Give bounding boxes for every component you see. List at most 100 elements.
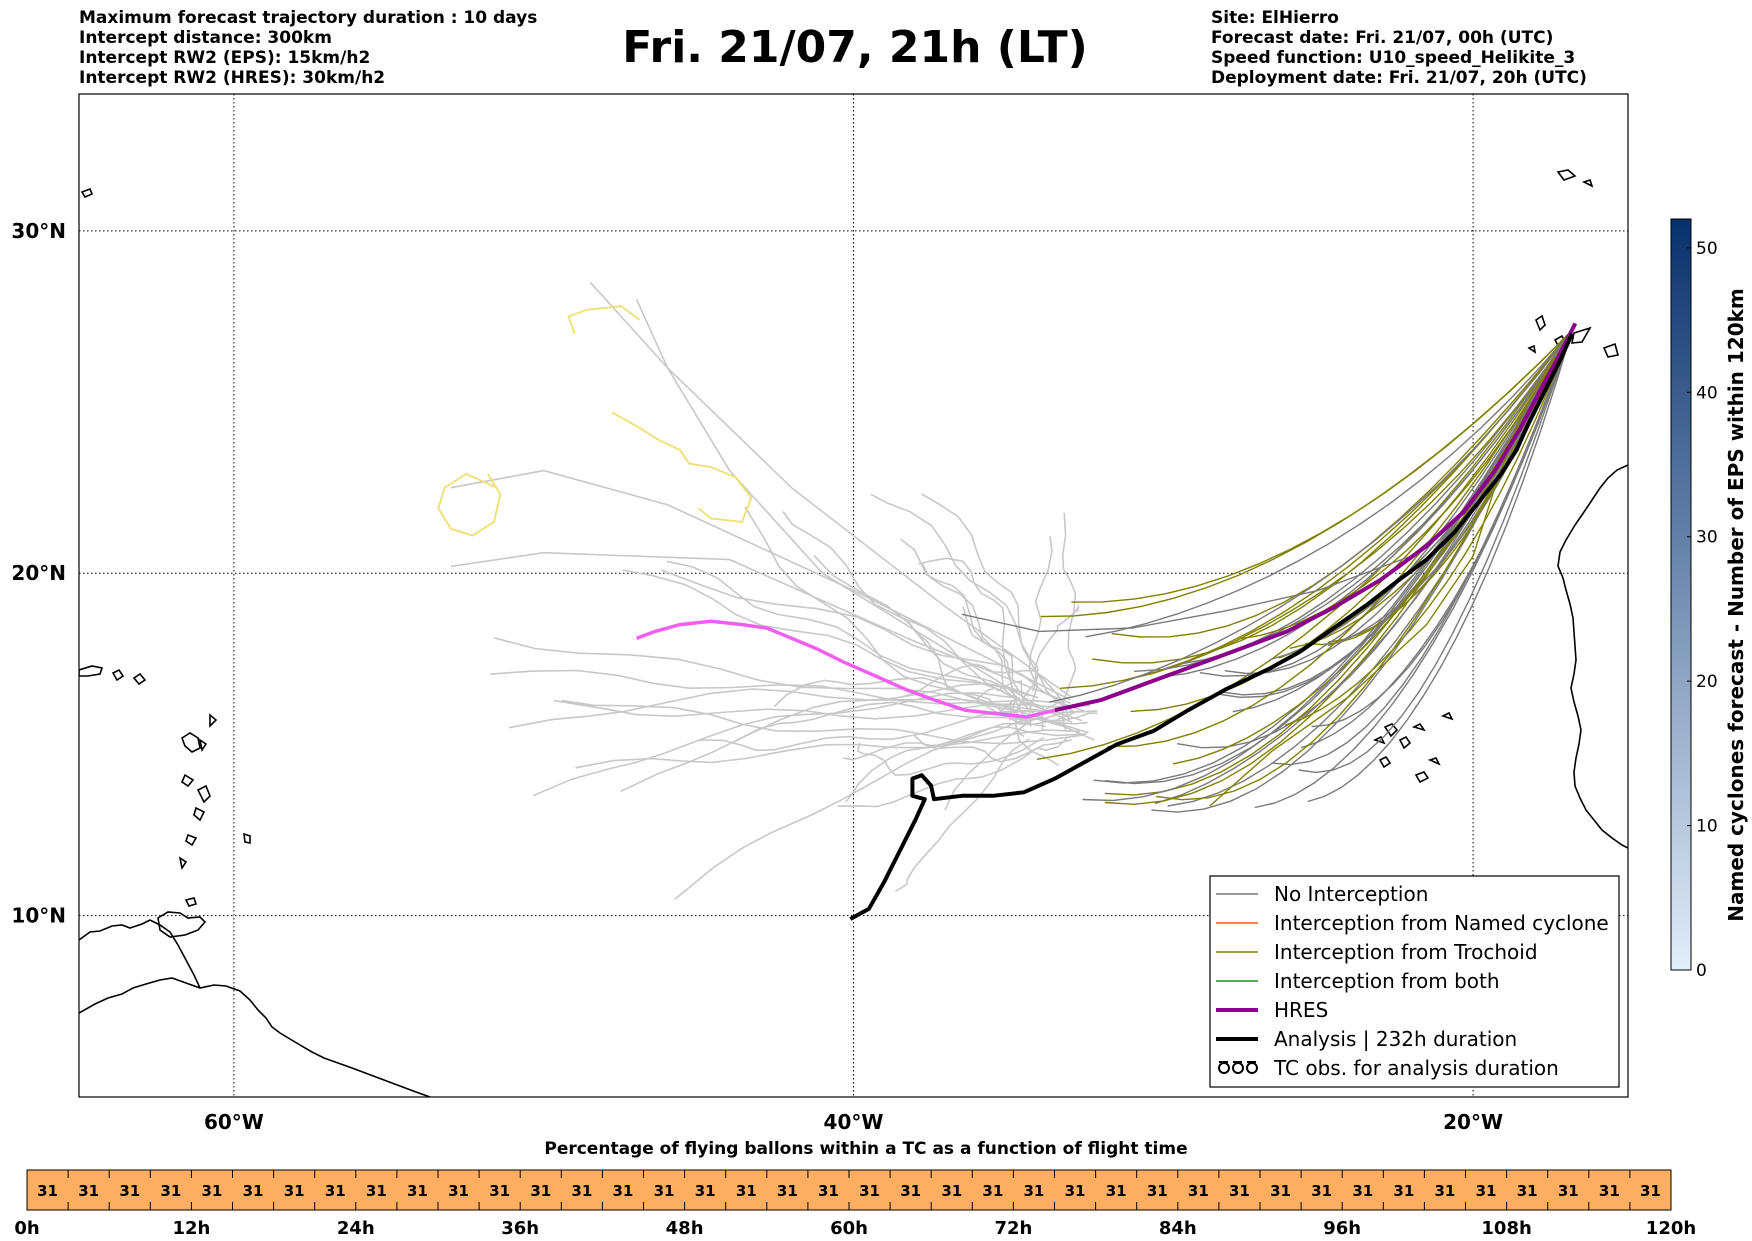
forecast-eps-track bbox=[1104, 329, 1573, 796]
strip-hour-label: 108h bbox=[1481, 1218, 1531, 1239]
strip-hour-label: 48h bbox=[666, 1218, 704, 1239]
strip-hour-label: 0h bbox=[14, 1218, 39, 1239]
past-eps-track bbox=[635, 299, 1040, 708]
forecast-eps-track bbox=[1085, 329, 1573, 638]
strip-value: 31 bbox=[284, 1182, 305, 1200]
graticule bbox=[79, 94, 1628, 1097]
past-eps-track bbox=[575, 729, 1081, 769]
island-azores-west bbox=[80, 187, 94, 199]
past-eps-track bbox=[532, 692, 1013, 797]
legend-box bbox=[1209, 875, 1620, 1088]
strip-value: 31 bbox=[1188, 1182, 1209, 1200]
strip-value: 31 bbox=[1435, 1182, 1456, 1200]
strip-value: 31 bbox=[1476, 1182, 1497, 1200]
lat-tick-label: 30°N bbox=[11, 219, 66, 243]
strip-value: 31 bbox=[366, 1182, 387, 1200]
colorbar-ramp bbox=[1670, 218, 1692, 971]
strip-value: 31 bbox=[1106, 1182, 1127, 1200]
forecast-eps-track bbox=[1271, 329, 1573, 766]
header-info-line: Forecast date: Fri. 21/07, 00h (UTC) bbox=[1211, 28, 1554, 48]
cyclone-eps-track bbox=[567, 305, 641, 334]
island-cape-verde-south bbox=[1414, 711, 1454, 784]
island-madeira bbox=[1556, 169, 1594, 188]
strip-value: 31 bbox=[325, 1182, 346, 1200]
strip-value: 31 bbox=[78, 1182, 99, 1200]
strip-value: 31 bbox=[448, 1182, 469, 1200]
strip-value: 31 bbox=[1270, 1182, 1291, 1200]
legend-label: Analysis | 232h duration bbox=[1274, 1027, 1517, 1051]
colorbar-tick-label: 0 bbox=[1696, 961, 1707, 981]
strip-value: 31 bbox=[654, 1182, 675, 1200]
island-virgin-islands bbox=[111, 668, 147, 686]
tc-percentage-strip: Percentage of flying ballons within a TC… bbox=[14, 1139, 1696, 1239]
header-info-right: Site: ElHierro Forecast date: Fri. 21/07… bbox=[1211, 8, 1587, 88]
strip-value: 31 bbox=[900, 1182, 921, 1200]
lon-tick-label: 40°W bbox=[824, 1110, 884, 1134]
colorbar-tick-label: 10 bbox=[1696, 817, 1718, 837]
strip-value: 31 bbox=[1352, 1182, 1373, 1200]
forecast-eps-track bbox=[1049, 329, 1573, 703]
island-barbados bbox=[243, 832, 251, 844]
strip-value: 31 bbox=[1024, 1182, 1045, 1200]
strip-value: 31 bbox=[1640, 1182, 1661, 1200]
strip-value: 31 bbox=[859, 1182, 880, 1200]
legend-label: Interception from Trochoid bbox=[1274, 940, 1538, 964]
forecast-eps-track bbox=[1036, 329, 1573, 760]
map-frame bbox=[78, 93, 1629, 1098]
strip-title: Percentage of flying ballons within a TC… bbox=[544, 1139, 1187, 1159]
strip-value: 31 bbox=[1229, 1182, 1250, 1200]
past-eps-track bbox=[944, 711, 1098, 811]
coastline-africa bbox=[1557, 464, 1628, 849]
past-eps-track bbox=[666, 560, 1028, 706]
strip-value: 31 bbox=[571, 1182, 592, 1200]
coastline-trinidad bbox=[157, 911, 207, 938]
colorbar-tick-label: 20 bbox=[1696, 672, 1718, 692]
island-cape-verde bbox=[1372, 722, 1426, 769]
strip-value: 31 bbox=[1517, 1182, 1538, 1200]
colorbar-tick-label: 50 bbox=[1696, 239, 1718, 259]
strip-value: 31 bbox=[818, 1182, 839, 1200]
strip-value: 31 bbox=[982, 1182, 1003, 1200]
past-eps-track bbox=[508, 688, 1089, 734]
strip-hour-label: 120h bbox=[1646, 1218, 1696, 1239]
legend-label: HRES bbox=[1274, 998, 1328, 1022]
forecast-eps-track bbox=[1107, 329, 1573, 748]
forecast-eps-track bbox=[1298, 329, 1573, 774]
strip-value: 31 bbox=[160, 1182, 181, 1200]
strip-hour-label: 96h bbox=[1323, 1218, 1361, 1239]
forecast-eps-track bbox=[1307, 329, 1573, 803]
strip-value: 31 bbox=[1393, 1182, 1414, 1200]
header-info-line: Intercept distance: 300km bbox=[79, 28, 332, 48]
header-info-line: Site: ElHierro bbox=[1211, 8, 1339, 28]
forecast-eps-track bbox=[1040, 329, 1573, 618]
header-info-line: Maximum forecast trajectory duration : 1… bbox=[79, 8, 538, 28]
strip-value: 31 bbox=[202, 1182, 223, 1200]
past-eps-trajectories bbox=[450, 281, 1098, 901]
strip-value: 31 bbox=[1558, 1182, 1579, 1200]
strip-value: 31 bbox=[407, 1182, 428, 1200]
forecast-eps-track bbox=[1082, 329, 1573, 802]
past-eps-track bbox=[773, 677, 1083, 722]
past-eps-track bbox=[620, 682, 1039, 793]
forecast-eps-track bbox=[1209, 357, 1555, 807]
forecast-eps-track bbox=[1130, 329, 1573, 713]
past-eps-track bbox=[589, 281, 1071, 698]
past-eps-track bbox=[1028, 536, 1053, 727]
lat-tick-label: 10°N bbox=[11, 904, 66, 928]
island-martinique bbox=[196, 784, 211, 804]
strip-value: 31 bbox=[941, 1182, 962, 1200]
strip-value: 31 bbox=[119, 1182, 140, 1200]
strip-hour-label: 60h bbox=[830, 1218, 868, 1239]
strip-value: 31 bbox=[777, 1182, 798, 1200]
header-info-line: Intercept RW2 (EPS): 15km/h2 bbox=[79, 48, 371, 68]
strip-hour-label: 84h bbox=[1159, 1218, 1197, 1239]
lon-tick-label: 60°W bbox=[204, 1110, 264, 1134]
legend-label: Interception from Named cyclone bbox=[1274, 911, 1609, 935]
strip-value: 31 bbox=[37, 1182, 58, 1200]
past-eps-track bbox=[450, 469, 1071, 701]
map-area[interactable]: 10°N 20°N 30°N 60°W 40°W 20°W No Interception… bbox=[11, 93, 1629, 1134]
forecast-eps-track bbox=[1093, 329, 1573, 784]
strip-value: 31 bbox=[1311, 1182, 1332, 1200]
strip-value: 31 bbox=[530, 1182, 551, 1200]
header-info-line: Intercept RW2 (HRES): 30km/h2 bbox=[79, 68, 386, 88]
